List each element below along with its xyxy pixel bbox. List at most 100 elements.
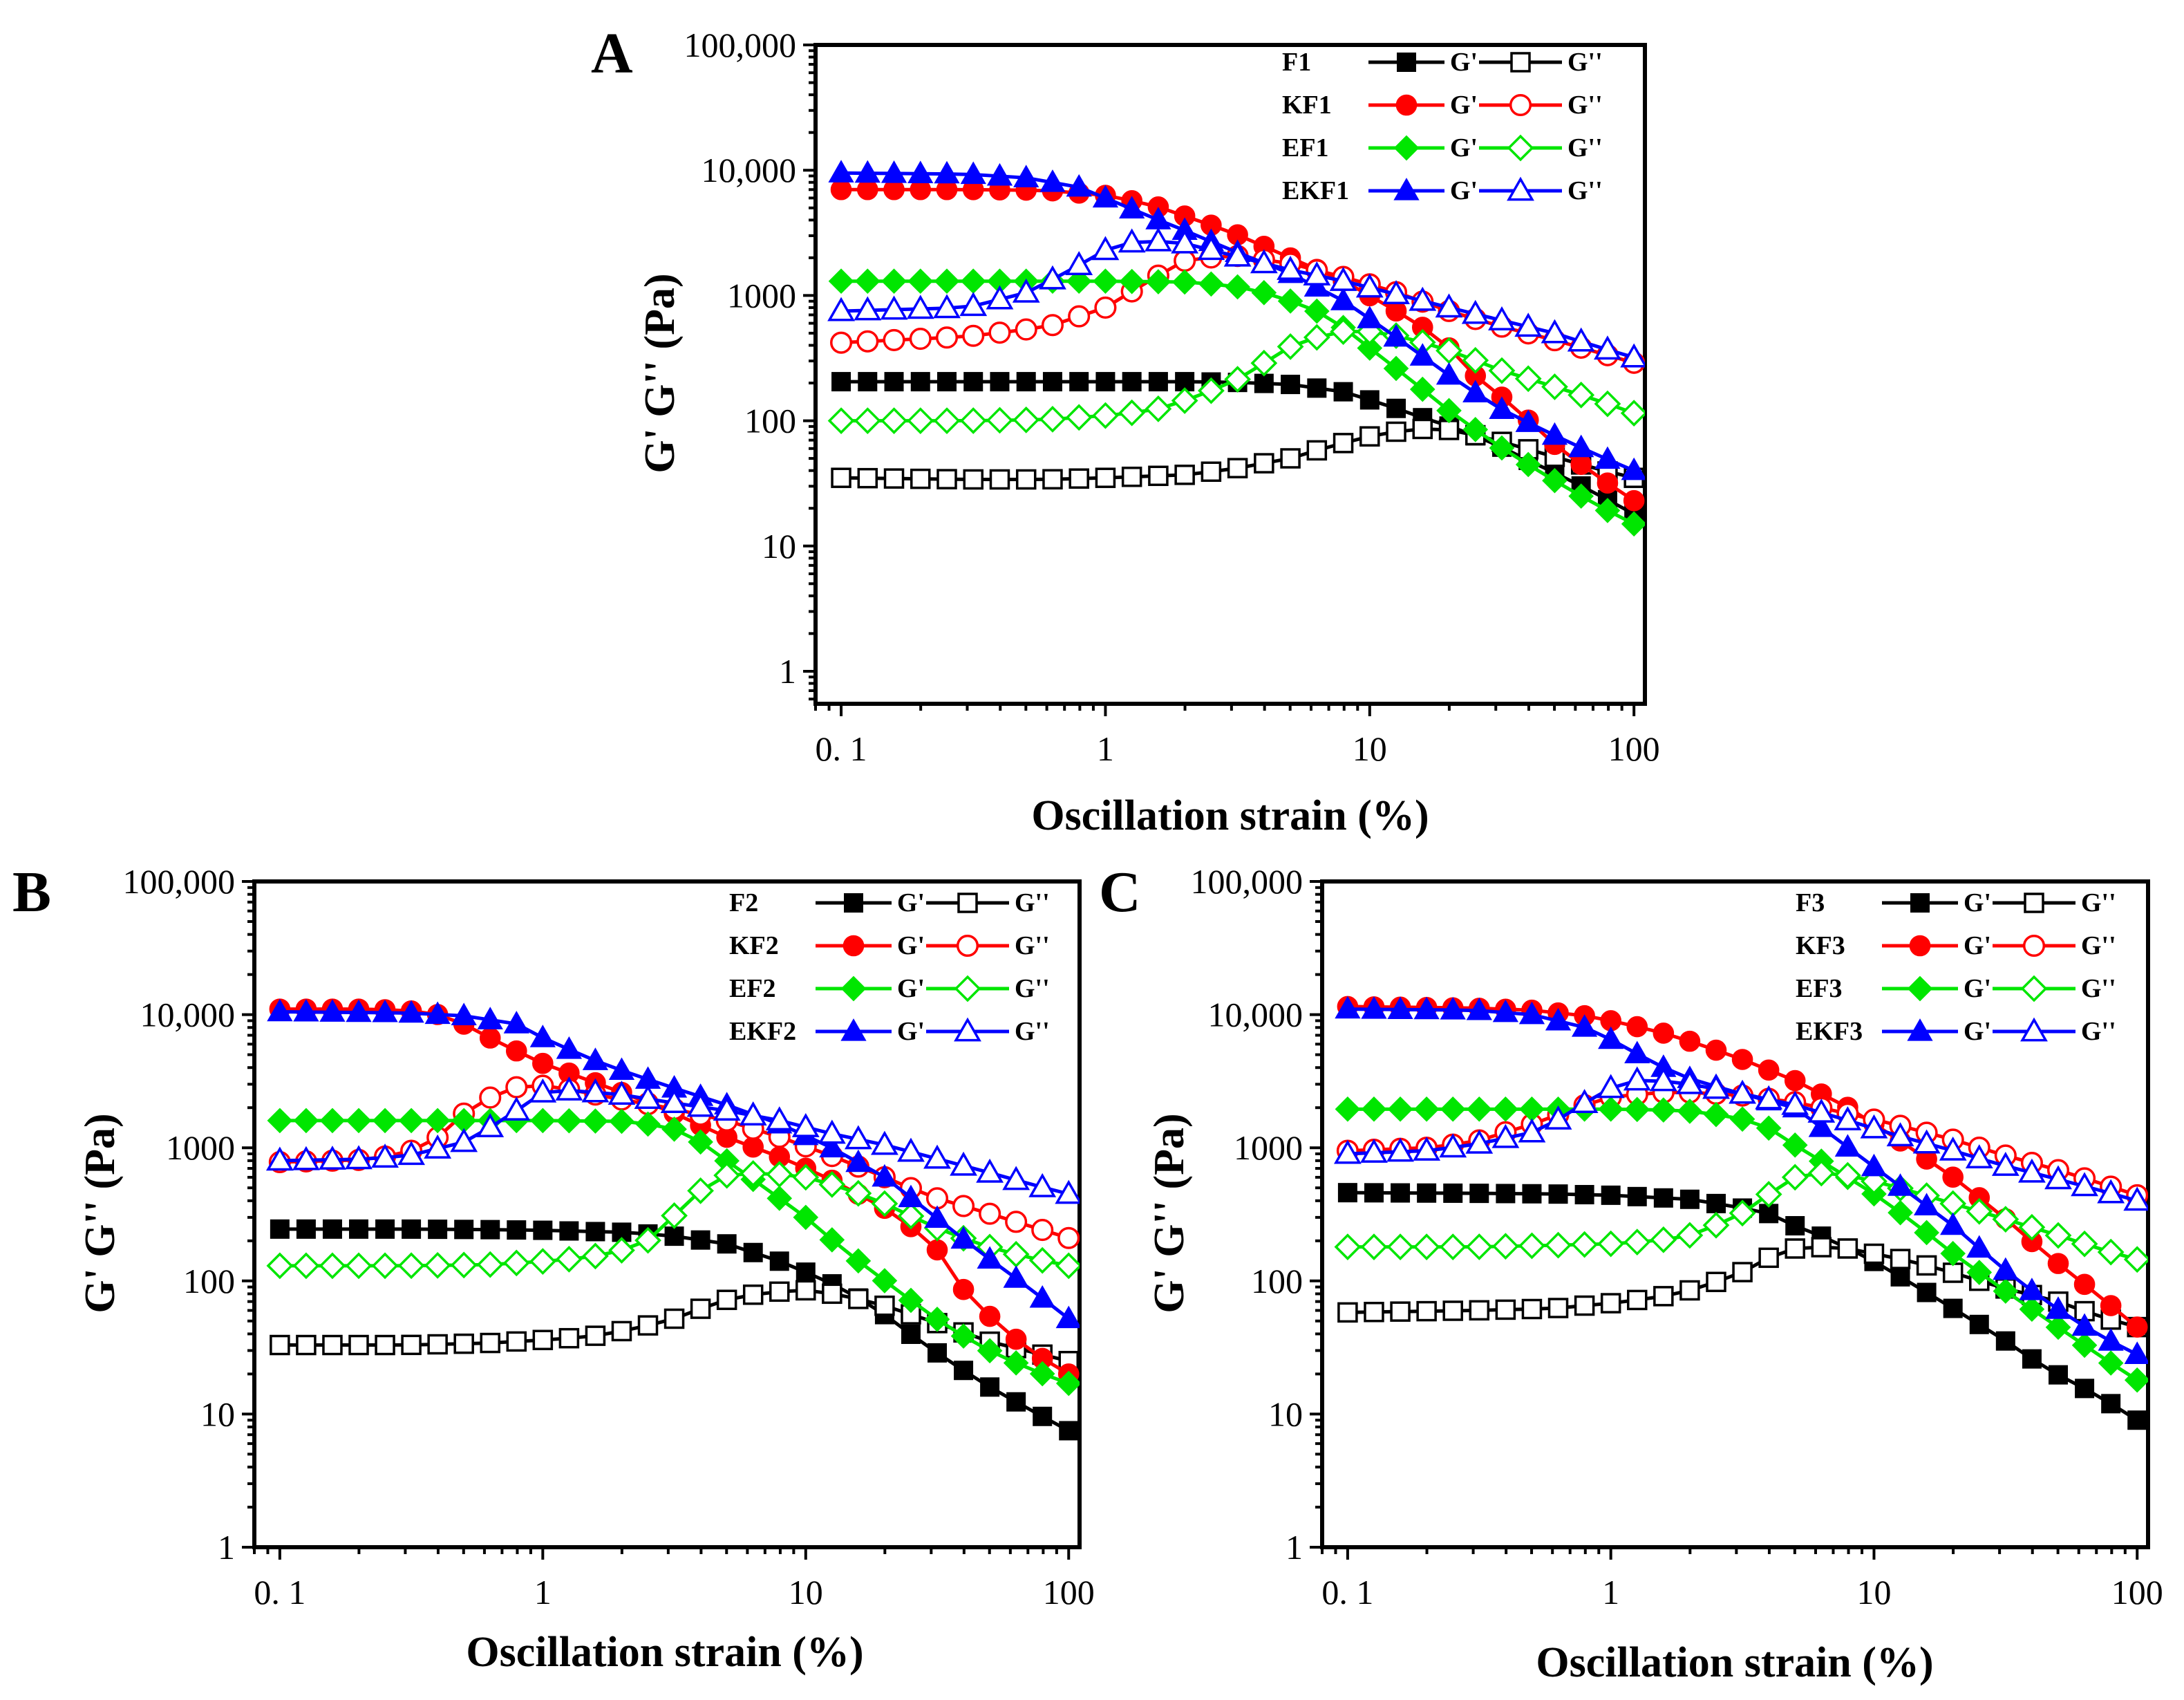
data-point: [1597, 1074, 1625, 1099]
data-point: [1041, 314, 1064, 337]
data-point: [881, 407, 907, 434]
data-point: [934, 160, 960, 184]
legend-gp-label: G': [1450, 176, 1478, 205]
data-point: [1913, 1193, 1940, 1216]
data-point: [319, 1146, 346, 1170]
data-point: [872, 1164, 898, 1187]
data-point: [1251, 280, 1277, 306]
data-point: [1171, 269, 1198, 295]
data-point: [349, 1219, 369, 1239]
data-point: [1653, 1022, 1675, 1044]
data-point: [1386, 398, 1406, 418]
data-point: [1706, 1271, 1726, 1293]
panel-label: B: [12, 860, 51, 924]
data-point: [2071, 1230, 2098, 1258]
data-point: [742, 1136, 764, 1158]
legend-sample-label: KF2: [729, 931, 779, 960]
data-point: [1122, 372, 1142, 392]
data-point: [907, 268, 934, 295]
data-point: [1005, 1328, 1027, 1350]
data-point: [1466, 1096, 1492, 1122]
data-point: [1383, 324, 1409, 347]
data-point: [1303, 324, 1330, 351]
x-tick-label: 10: [789, 1573, 823, 1612]
data-point: [988, 321, 1011, 344]
data-point: [2127, 1410, 2147, 1430]
data-point: [1624, 1096, 1650, 1123]
data-point: [742, 1285, 764, 1305]
data-point: [424, 1001, 451, 1025]
data-point: [898, 1287, 924, 1314]
data-point: [1277, 256, 1305, 280]
data-point: [1057, 1226, 1080, 1249]
data-point: [1515, 451, 1541, 478]
legend-sample-label: EKF1: [1282, 176, 1349, 205]
data-point: [1939, 1136, 1967, 1161]
data-point: [690, 1298, 711, 1319]
legend-gpp-label: G'': [1015, 931, 1050, 960]
data-point: [739, 1101, 767, 1126]
data-point: [1357, 335, 1383, 361]
legend-sample-label: KF3: [1796, 931, 1845, 960]
data-point: [1225, 274, 1250, 300]
series-ef3-g-: [1334, 1159, 2148, 1273]
data-point: [1174, 250, 1196, 272]
data-point: [1567, 327, 1595, 352]
data-point: [1758, 1059, 1780, 1081]
data-point: [1514, 312, 1543, 337]
data-point: [1834, 1106, 1862, 1130]
data-point: [1679, 1030, 1701, 1052]
data-point: [480, 1332, 500, 1354]
x-tick-label: 0. 1: [254, 1573, 305, 1612]
data-point: [1055, 1252, 1080, 1280]
data-point: [1069, 468, 1089, 489]
data-point: [424, 1108, 451, 1134]
data-point: [687, 1177, 714, 1204]
legend: F1 G' G'' KF1 G' G'' EF1 G' G'' EKF1 G' G'': [1282, 48, 1603, 205]
data-point: [925, 1187, 949, 1210]
data-point: [1675, 1069, 1704, 1094]
legend-gpp-label: G'': [2081, 931, 2116, 960]
data-point: [1679, 1189, 1700, 1209]
data-point: [845, 1179, 872, 1207]
data-point: [791, 1113, 820, 1137]
data-point: [1489, 435, 1515, 461]
data-point: [962, 324, 985, 347]
data-point: [2071, 1332, 2098, 1358]
data-point: [959, 292, 988, 317]
data-point: [1940, 1212, 1966, 1235]
data-point: [1594, 335, 1621, 360]
data-point: [1148, 465, 1169, 487]
data-point: [883, 468, 905, 489]
data-point: [1755, 1115, 1782, 1141]
series-ekf2-g-: [265, 1076, 1080, 1204]
data-point: [906, 295, 934, 319]
data-point: [1033, 1406, 1053, 1426]
data-point: [2075, 1379, 2095, 1399]
data-point: [505, 1040, 527, 1062]
data-point: [880, 295, 908, 320]
data-point: [1469, 1184, 1489, 1204]
data-point: [1729, 1106, 1755, 1132]
data-point: [1461, 299, 1489, 324]
data-point: [854, 160, 881, 183]
data-point: [1412, 418, 1433, 440]
data-point: [270, 1334, 290, 1356]
data-point: [1224, 366, 1251, 393]
data-point: [713, 1096, 741, 1121]
data-point: [907, 407, 934, 434]
data-point: [1435, 362, 1462, 385]
data-point: [1729, 1199, 1756, 1227]
data-point: [1705, 1039, 1727, 1061]
data-point: [480, 1220, 500, 1240]
data-point: [1390, 1301, 1411, 1322]
data-point: [990, 372, 1010, 392]
data-point: [848, 1289, 869, 1309]
data-point: [1702, 1074, 1730, 1099]
data-point: [1409, 343, 1435, 366]
data-point: [1649, 1067, 1677, 1092]
data-point: [1966, 1260, 1993, 1285]
data-point: [267, 998, 293, 1022]
data-point: [346, 999, 372, 1022]
data-point: [634, 1085, 662, 1109]
